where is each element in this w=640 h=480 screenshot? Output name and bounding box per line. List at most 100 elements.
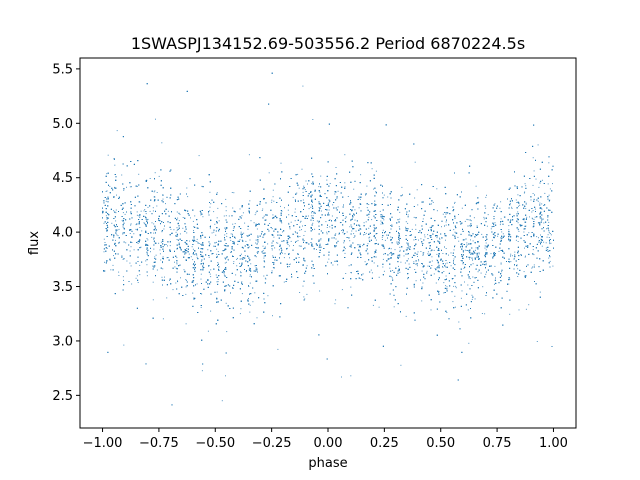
data-point: [464, 281, 465, 283]
data-point: [240, 231, 242, 233]
data-point: [161, 231, 163, 233]
data-point: [430, 309, 432, 311]
data-point: [281, 210, 283, 212]
data-point: [382, 229, 384, 231]
data-point: [511, 206, 513, 208]
data-point: [162, 268, 164, 270]
data-point: [378, 276, 380, 278]
data-point: [370, 269, 372, 271]
data-point: [185, 293, 187, 295]
data-point: [288, 266, 290, 267]
data-point: [328, 202, 330, 204]
data-point: [174, 261, 175, 263]
data-point: [541, 179, 543, 181]
data-point: [422, 254, 424, 256]
data-point: [517, 194, 519, 196]
data-point: [118, 275, 120, 276]
data-point: [225, 375, 226, 377]
data-point: [208, 265, 210, 267]
data-point: [295, 232, 297, 234]
data-point: [362, 273, 364, 275]
data-point: [156, 192, 158, 193]
data-point: [103, 222, 105, 224]
data-point: [248, 269, 250, 271]
data-point: [225, 302, 227, 304]
data-point: [422, 282, 424, 284]
data-point: [538, 186, 540, 188]
data-point: [469, 224, 471, 226]
data-point: [455, 287, 457, 289]
data-point: [433, 249, 435, 251]
data-point: [249, 275, 251, 277]
data-point: [438, 241, 440, 243]
data-point: [303, 185, 305, 187]
data-point: [445, 285, 447, 287]
data-point: [510, 253, 512, 255]
data-point: [454, 201, 456, 203]
data-point: [469, 258, 470, 260]
data-point: [499, 224, 501, 226]
data-point: [192, 264, 194, 266]
data-point: [255, 267, 257, 269]
data-point: [431, 203, 432, 205]
data-point: [316, 220, 318, 222]
data-point: [533, 254, 535, 256]
data-point: [177, 217, 179, 219]
data-point: [122, 276, 124, 278]
data-point: [344, 154, 346, 156]
data-point: [481, 313, 483, 314]
data-point: [382, 214, 384, 216]
data-point: [398, 242, 400, 244]
data-point: [400, 364, 402, 366]
data-point: [532, 193, 534, 194]
data-point: [417, 251, 419, 253]
data-point: [176, 227, 178, 229]
data-point: [352, 209, 353, 211]
data-point: [407, 222, 409, 224]
data-point: [400, 261, 402, 263]
data-point: [164, 276, 165, 278]
data-point: [147, 223, 148, 225]
data-point: [249, 282, 251, 284]
data-point: [548, 221, 550, 223]
data-point: [344, 218, 346, 219]
data-point: [256, 239, 258, 241]
data-point: [367, 252, 369, 254]
data-point: [216, 291, 218, 293]
data-point: [216, 248, 218, 250]
data-point: [336, 197, 338, 199]
data-point: [284, 207, 285, 209]
data-point: [302, 199, 304, 201]
data-point: [469, 256, 471, 258]
data-point: [143, 222, 145, 224]
data-point: [429, 226, 431, 228]
data-point: [185, 279, 187, 281]
data-point: [226, 257, 227, 259]
data-point: [518, 230, 520, 232]
data-point: [293, 245, 294, 246]
data-point: [226, 233, 228, 235]
data-point: [374, 252, 376, 254]
data-point: [290, 221, 292, 223]
data-point: [244, 255, 246, 257]
data-point: [255, 239, 257, 241]
data-point: [462, 263, 464, 265]
data-point: [149, 178, 151, 179]
data-point: [367, 243, 369, 245]
data-point: [531, 267, 533, 269]
data-point: [532, 210, 534, 212]
data-point: [256, 317, 258, 319]
data-point: [198, 243, 200, 244]
data-point: [312, 245, 314, 247]
data-point: [301, 229, 302, 231]
data-point: [498, 250, 500, 252]
data-point: [121, 174, 123, 176]
data-point: [453, 258, 455, 260]
data-point: [484, 247, 486, 249]
data-point: [227, 259, 229, 261]
data-point: [209, 227, 211, 229]
data-point: [341, 289, 343, 291]
data-point: [532, 184, 534, 186]
data-point: [525, 225, 527, 227]
data-point: [337, 190, 339, 192]
